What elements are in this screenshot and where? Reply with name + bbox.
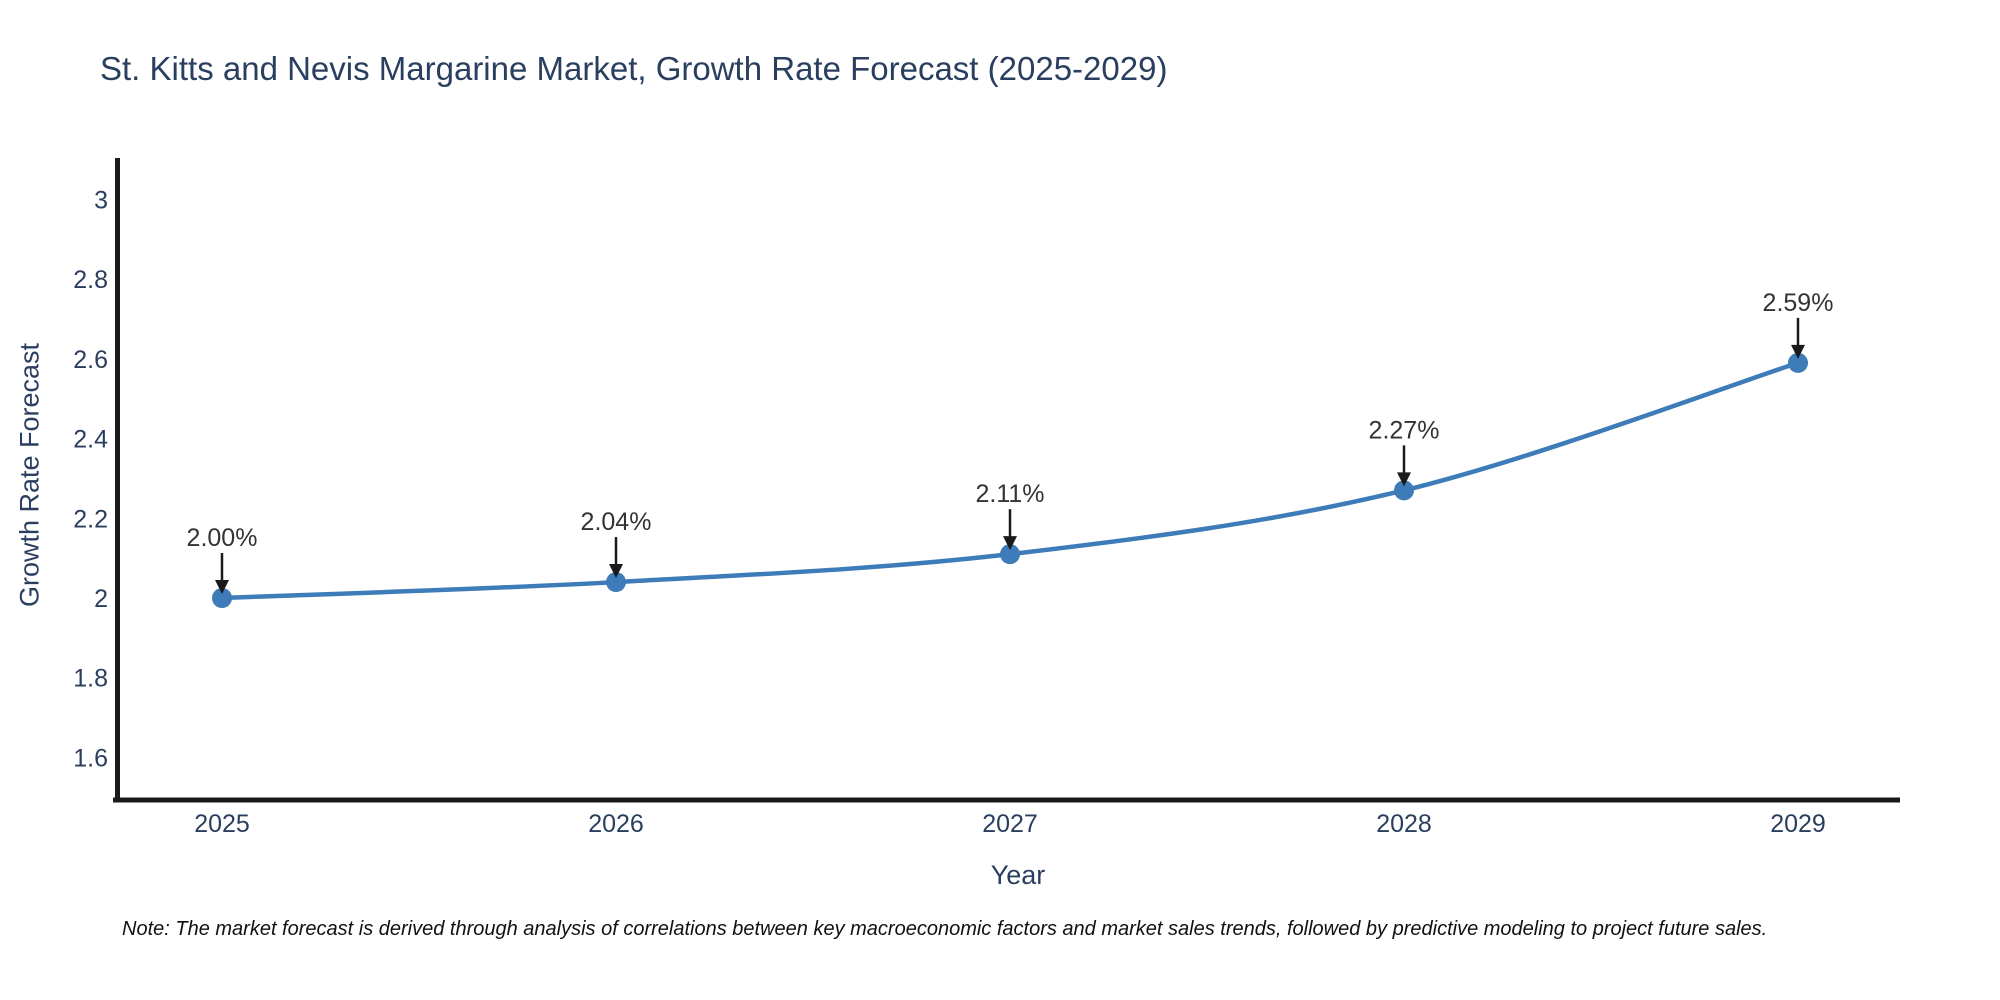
y-tick-label: 2.2 <box>73 505 108 533</box>
y-tick-label: 3 <box>94 187 108 215</box>
chart-title: St. Kitts and Nevis Margarine Market, Gr… <box>100 50 1168 87</box>
data-point-marker <box>212 588 232 608</box>
data-point-marker <box>1394 480 1414 501</box>
x-tick-label: 2028 <box>1376 810 1432 838</box>
data-point-marker <box>1000 544 1020 565</box>
y-tick-label: 2 <box>94 585 108 613</box>
data-point-label: 2.00% <box>187 524 258 552</box>
annotation-arrowhead-icon <box>1397 472 1411 487</box>
x-tick-label: 2025 <box>194 810 250 838</box>
footnote: Note: The market forecast is derived thr… <box>122 918 1768 940</box>
y-tick-label: 1.6 <box>73 744 108 772</box>
x-tick-label: 2029 <box>1770 810 1826 838</box>
data-point-marker <box>606 572 626 593</box>
annotation-arrowhead-icon <box>609 564 623 579</box>
y-tick-label: 2.8 <box>73 266 108 294</box>
x-axis-title: Year <box>990 860 1046 890</box>
y-tick-label: 1.8 <box>73 665 108 693</box>
x-tick-label: 2026 <box>588 810 644 838</box>
y-tick-label: 2.4 <box>73 426 108 454</box>
y-tick-label: 2.6 <box>73 346 108 374</box>
annotation-arrowhead-icon <box>215 580 229 594</box>
data-point-label: 2.11% <box>975 480 1044 508</box>
data-point-label: 2.04% <box>581 508 652 536</box>
data-point-marker <box>1788 352 1808 373</box>
data-point-label: 2.59% <box>1763 289 1834 317</box>
annotation-arrowhead-icon <box>1003 536 1017 551</box>
x-tick-label: 2027 <box>982 810 1038 838</box>
annotation-arrowhead-icon <box>1791 344 1805 359</box>
data-point-label: 2.27% <box>1369 416 1440 444</box>
